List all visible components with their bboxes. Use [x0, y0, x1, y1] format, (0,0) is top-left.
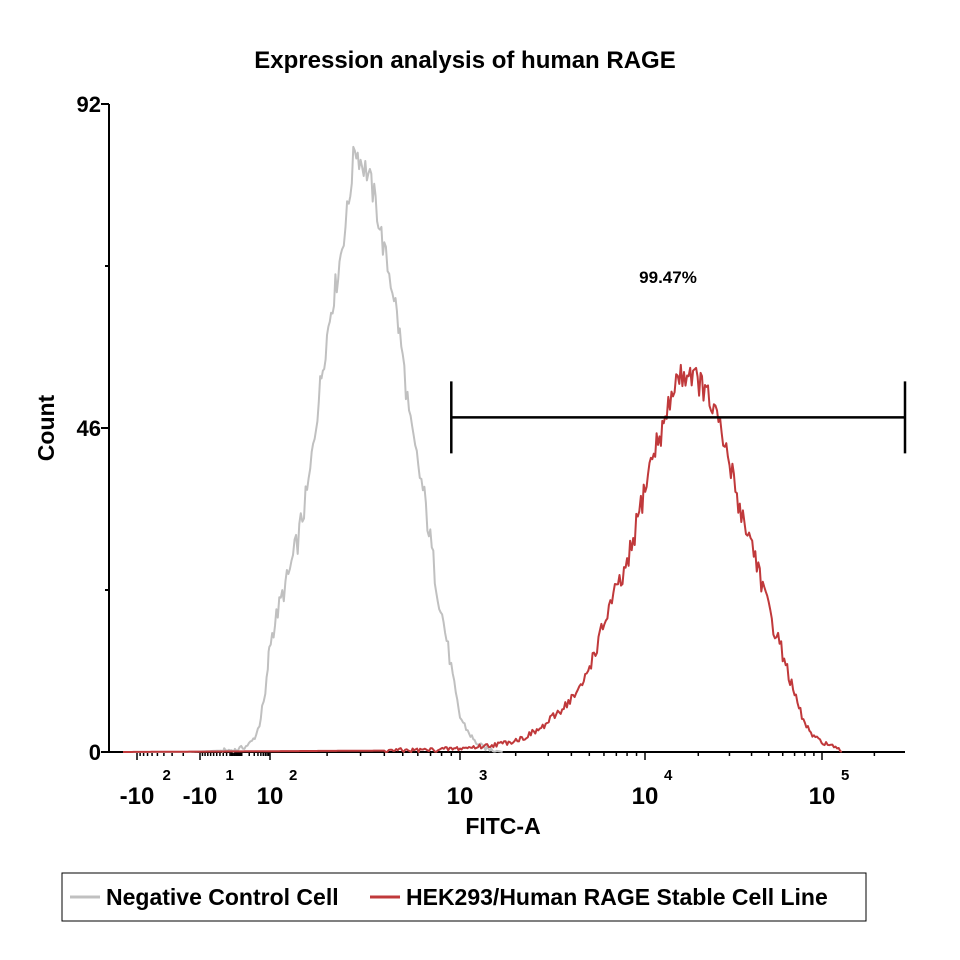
x-tick-exponent: 1	[226, 767, 234, 784]
y-tick-labels: 0 46 92	[77, 92, 101, 765]
x-tick-label: 10 4	[632, 767, 673, 810]
x-tick-label: 10 2	[257, 767, 298, 810]
y-tick-label: 0	[89, 740, 101, 765]
gate-percentage-label: 99.47%	[639, 268, 697, 287]
x-tick-exponent: 4	[664, 767, 673, 784]
tick-marks	[101, 103, 876, 760]
y-axis-label: Count	[33, 394, 59, 461]
x-tick-exponent: 5	[841, 767, 849, 784]
x-tick-base: 10	[257, 783, 284, 810]
x-tick-base: 10	[809, 783, 836, 810]
x-tick-exponent: 3	[479, 767, 487, 784]
x-tick-label: -10 2	[120, 767, 171, 810]
series-line-rage-stable-line	[123, 363, 843, 753]
x-tick-label: 10 3	[447, 767, 488, 810]
chart-title: Expression analysis of human RAGE	[254, 47, 675, 74]
x-tick-label: 10 5	[809, 767, 850, 810]
x-axis-label: FITC-A	[465, 813, 540, 839]
x-tick-labels: -10 2 -10 1 10 2 10 3 10 4 10 5	[120, 767, 850, 810]
legend-box	[61, 872, 867, 922]
y-tick-label: 92	[77, 92, 101, 117]
gate-layer: 99.47%	[450, 268, 907, 454]
legend: Negative Control Cell HEK293/Human RAGE S…	[61, 872, 867, 922]
x-tick-base: -10	[183, 783, 218, 810]
legend-label: Negative Control Cell	[106, 884, 339, 910]
x-tick-exponent: 2	[163, 767, 171, 784]
x-tick-base: 10	[447, 783, 474, 810]
y-tick-label: 46	[77, 416, 101, 441]
series-layer	[123, 145, 843, 753]
x-tick-exponent: 2	[289, 767, 297, 784]
axes	[108, 104, 905, 753]
x-tick-base: -10	[120, 783, 155, 810]
legend-label: HEK293/Human RAGE Stable Cell Line	[406, 884, 828, 910]
series-line-negative-control	[123, 145, 503, 753]
x-tick-base: 10	[632, 783, 659, 810]
x-tick-label: -10 1	[183, 767, 234, 810]
